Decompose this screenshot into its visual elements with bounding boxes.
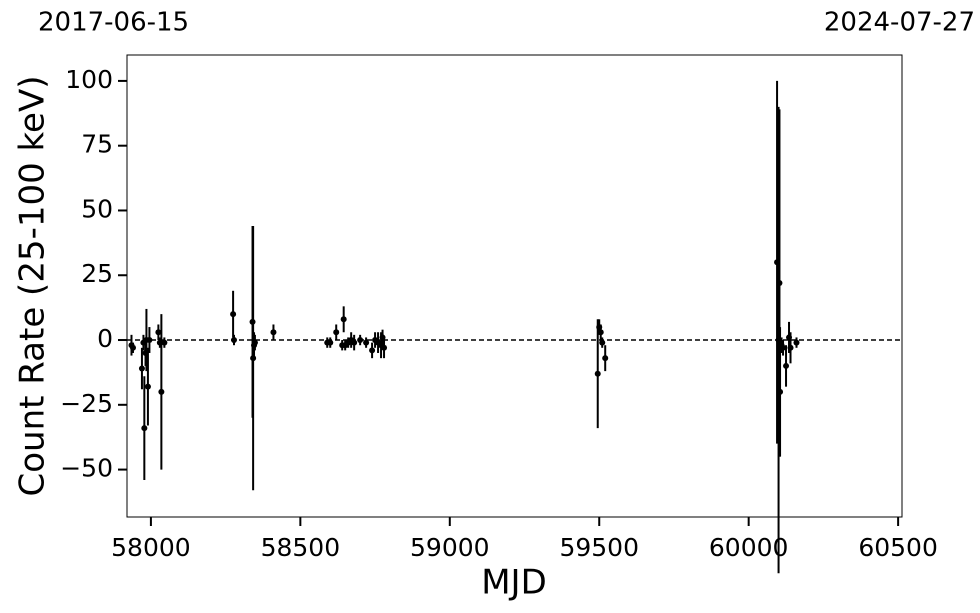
data-point <box>129 344 136 351</box>
data-point <box>270 329 277 336</box>
data-point <box>599 339 606 346</box>
data-point <box>141 425 148 432</box>
y-tick-label: 0 <box>97 324 113 353</box>
y-tick-label: 50 <box>81 194 113 223</box>
data-point <box>594 370 601 377</box>
data-point <box>597 329 604 336</box>
data-point <box>787 344 794 351</box>
data-point <box>363 339 370 346</box>
data-point <box>783 362 790 369</box>
x-tick-label: 59500 <box>559 533 639 562</box>
data-point <box>251 339 258 346</box>
plot-frame <box>126 54 903 518</box>
data-point <box>161 339 168 346</box>
x-axis-label: MJD <box>481 563 547 603</box>
x-tick-label: 59000 <box>410 533 490 562</box>
data-point <box>158 388 165 395</box>
data-point <box>381 344 388 351</box>
data-point <box>777 388 784 395</box>
data-point <box>155 329 162 336</box>
y-tick-label: 25 <box>81 259 113 288</box>
y-tick-label: −50 <box>60 454 113 483</box>
data-point <box>793 339 800 346</box>
y-tick-label: 100 <box>65 65 113 94</box>
data-point <box>602 355 609 362</box>
data-point <box>351 339 358 346</box>
data-point <box>776 280 783 287</box>
data-point <box>138 365 145 372</box>
data-point <box>327 339 334 346</box>
y-tick-label: −25 <box>60 389 113 418</box>
data-point <box>333 329 340 336</box>
x-tick-label: 60000 <box>709 533 789 562</box>
data-point <box>230 311 237 318</box>
data-point <box>230 337 237 344</box>
data-point <box>340 316 347 323</box>
x-tick-label: 58500 <box>261 533 341 562</box>
data-point <box>780 344 787 351</box>
y-axis-label: Count Rate (25-100 keV) <box>13 76 53 497</box>
data-point <box>357 337 364 344</box>
x-tick-label: 58000 <box>111 533 191 562</box>
y-tick-label: 75 <box>81 130 113 159</box>
end-date: 2024-07-27 <box>824 8 975 38</box>
data-point <box>144 383 151 390</box>
x-tick-label: 60500 <box>858 533 938 562</box>
data-point <box>146 337 153 344</box>
start-date: 2017-06-15 <box>38 8 189 38</box>
data-point <box>369 347 376 354</box>
